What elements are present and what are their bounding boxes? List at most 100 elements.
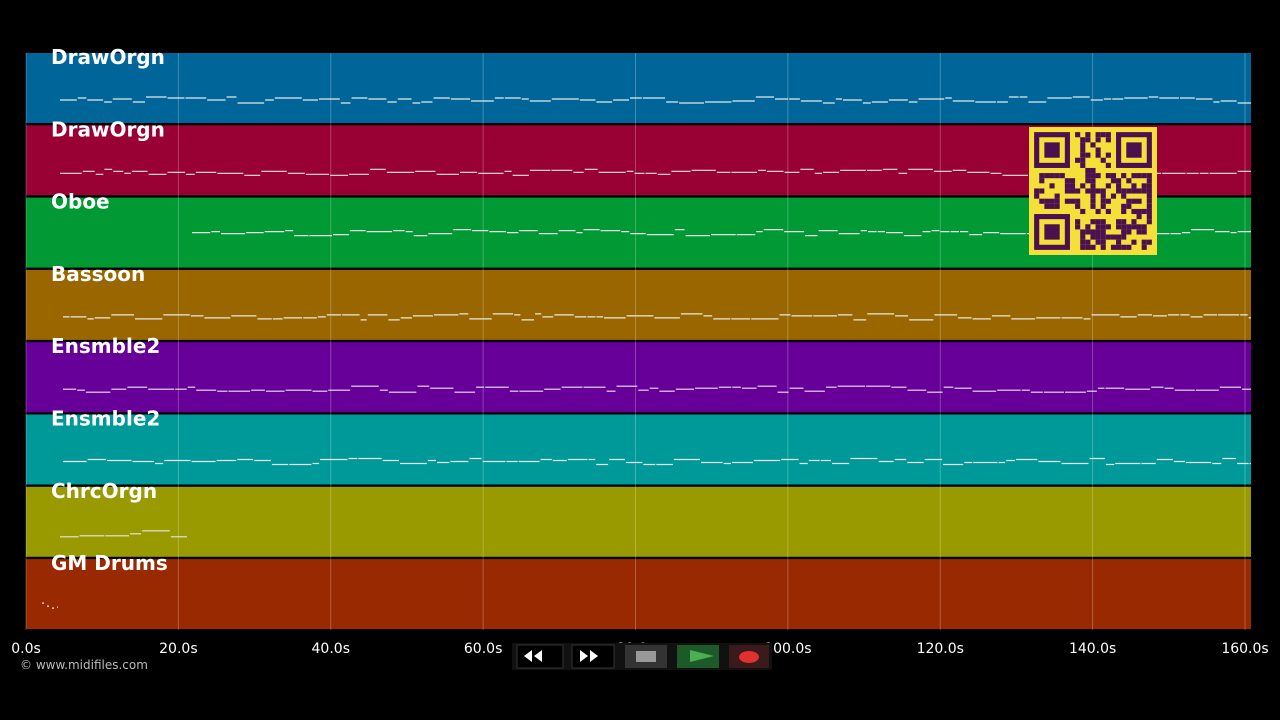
qr-module	[1121, 234, 1127, 240]
rewind-button[interactable]	[516, 644, 564, 669]
qr-finder	[1044, 142, 1060, 158]
qr-module	[1100, 193, 1106, 199]
stop-button[interactable]	[625, 645, 667, 668]
qr-module	[1141, 229, 1147, 235]
qr-module	[1121, 203, 1127, 209]
track-band	[26, 414, 1251, 485]
qr-module	[1080, 142, 1086, 148]
qr-module	[1146, 198, 1152, 204]
qr-module	[1095, 229, 1101, 235]
qr-module	[1100, 157, 1106, 163]
qr-module	[1090, 234, 1096, 240]
track-name: DrawOrgn	[51, 45, 165, 69]
qr-module	[1080, 244, 1086, 250]
qr-module	[1105, 183, 1111, 189]
qr-module	[1141, 224, 1147, 230]
qr-module	[1100, 198, 1106, 204]
qr-module	[1136, 198, 1142, 204]
qr-module	[1100, 219, 1106, 225]
qr-module	[1080, 157, 1086, 163]
qr-module	[1075, 224, 1081, 230]
qr-module	[1131, 224, 1137, 230]
qr-module	[1085, 224, 1091, 230]
qr-module	[1126, 244, 1132, 250]
qr-module	[1049, 183, 1055, 189]
notes	[42, 96, 1251, 609]
qr-module	[1100, 229, 1106, 235]
note-line	[60, 530, 187, 538]
qr-module	[1105, 162, 1111, 168]
qr-module	[1090, 193, 1096, 199]
forward-button[interactable]	[571, 644, 615, 669]
qr-module	[1049, 173, 1055, 179]
track-band	[26, 559, 1251, 630]
qr-module	[1116, 219, 1122, 225]
qr-module	[1100, 188, 1106, 194]
qr-module	[1054, 198, 1060, 204]
qr-module	[1080, 183, 1086, 189]
qr-module	[1069, 183, 1076, 189]
tick-label: 60.0s	[464, 641, 502, 657]
qr-module	[1146, 239, 1152, 245]
qr-module	[1095, 137, 1101, 143]
qr-module	[1136, 173, 1142, 179]
qr-module	[1069, 188, 1076, 194]
qr-module	[1075, 132, 1081, 138]
qr-module	[1110, 234, 1117, 240]
qr-module	[1121, 244, 1127, 250]
qr-finder	[1126, 142, 1142, 158]
qr-module	[1146, 203, 1152, 209]
record-button[interactable]	[729, 645, 769, 668]
qr-module	[1064, 178, 1070, 184]
qr-module	[1095, 239, 1101, 245]
qr-module	[1136, 188, 1142, 194]
qr-module	[1100, 132, 1106, 138]
qr-module	[1141, 244, 1147, 250]
note-line	[60, 96, 1251, 104]
forward-icon[interactable]	[580, 650, 598, 662]
qr-module	[1095, 224, 1101, 230]
tick-label: 20.0s	[159, 641, 197, 657]
stop-icon[interactable]	[636, 651, 656, 662]
qr-module	[1116, 224, 1122, 230]
qr-module	[1054, 173, 1060, 179]
qr-module	[1080, 208, 1086, 215]
qr-module	[1049, 198, 1055, 204]
qr-module	[1085, 132, 1091, 138]
track-name: Bassoon	[51, 262, 145, 286]
qr-module	[1054, 203, 1060, 209]
play-button[interactable]	[677, 645, 719, 668]
qr-module	[1034, 188, 1040, 194]
qr-module	[1080, 162, 1086, 168]
qr-module	[1121, 193, 1127, 199]
track-name: ChrcOrgn	[51, 479, 157, 503]
qr-module	[1121, 224, 1127, 230]
record-icon[interactable]	[739, 651, 759, 663]
qr-module	[1146, 214, 1152, 220]
qr-module	[1131, 183, 1137, 189]
qr-module	[1146, 208, 1152, 215]
qr-module	[1131, 219, 1137, 225]
qr-module	[1126, 198, 1132, 204]
play-icon[interactable]	[690, 650, 714, 662]
qr-module	[1039, 198, 1045, 204]
qr-module	[1064, 188, 1070, 194]
qr-module	[1141, 188, 1147, 194]
qr-module	[1095, 132, 1101, 138]
qr-module	[1080, 239, 1086, 245]
qr-module	[1069, 198, 1076, 204]
qr-module	[1110, 178, 1117, 184]
rewind-icon[interactable]	[524, 650, 542, 662]
qr-module	[1090, 183, 1096, 189]
qr-module	[1121, 219, 1127, 225]
qr-module	[1085, 188, 1091, 194]
qr-module	[1085, 137, 1091, 143]
tick-label: 100.0s	[764, 641, 811, 657]
track-band	[26, 53, 1251, 123]
qr-module	[1034, 193, 1040, 199]
qr-module	[1131, 208, 1137, 215]
qr-module	[1121, 173, 1127, 179]
qr-module	[1069, 178, 1076, 184]
qr-module	[1105, 173, 1111, 179]
